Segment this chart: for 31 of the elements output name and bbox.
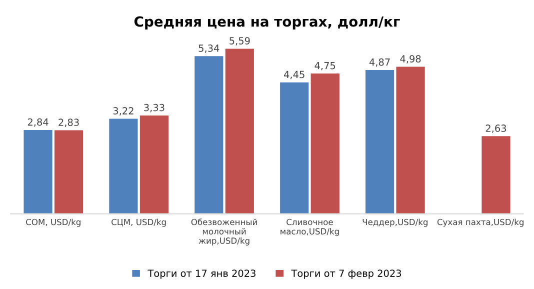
x-tick-label: СЦМ, USD/kg: [112, 218, 166, 227]
bar: [280, 82, 309, 214]
bar: [365, 70, 394, 214]
bar: [140, 115, 169, 214]
bar: [396, 66, 425, 214]
x-tick-label: СОМ, USD/kg: [26, 218, 80, 227]
chart-title: Средняя цена на торгах, долл/кг: [134, 16, 400, 30]
data-label: 2,83: [58, 118, 79, 127]
bar: [482, 136, 510, 214]
bar: [225, 48, 254, 214]
bar: [310, 74, 340, 214]
x-tick-label: Обезвоженный молочный жир,USD/kg: [191, 218, 257, 246]
data-label: 4,75: [314, 62, 336, 70]
bar: [24, 130, 52, 214]
bar: [109, 118, 138, 214]
data-label: 4,45: [284, 70, 304, 80]
x-tick-label: Чеддер,USD/kg: [362, 218, 428, 227]
x-tick-label: Сухая пахта,USD/kg: [437, 218, 524, 227]
bar: [54, 130, 84, 214]
x-tick-label: Сливочное масло,USD/kg: [280, 218, 339, 236]
data-label: 3,22: [113, 107, 134, 116]
legend-label: Торги от 17 янв 2023: [148, 270, 256, 279]
bar: [194, 56, 224, 214]
data-label: 2,84: [28, 118, 48, 127]
legend-label: Торги от 7 февр 2023: [291, 270, 402, 279]
data-label: 4,87: [369, 58, 390, 67]
data-label: 2,63: [486, 124, 506, 133]
data-label: 5,59: [230, 37, 250, 46]
data-label: 4,98: [400, 55, 421, 64]
data-label: 3,33: [144, 104, 164, 112]
data-label: 5,34: [198, 44, 220, 53]
